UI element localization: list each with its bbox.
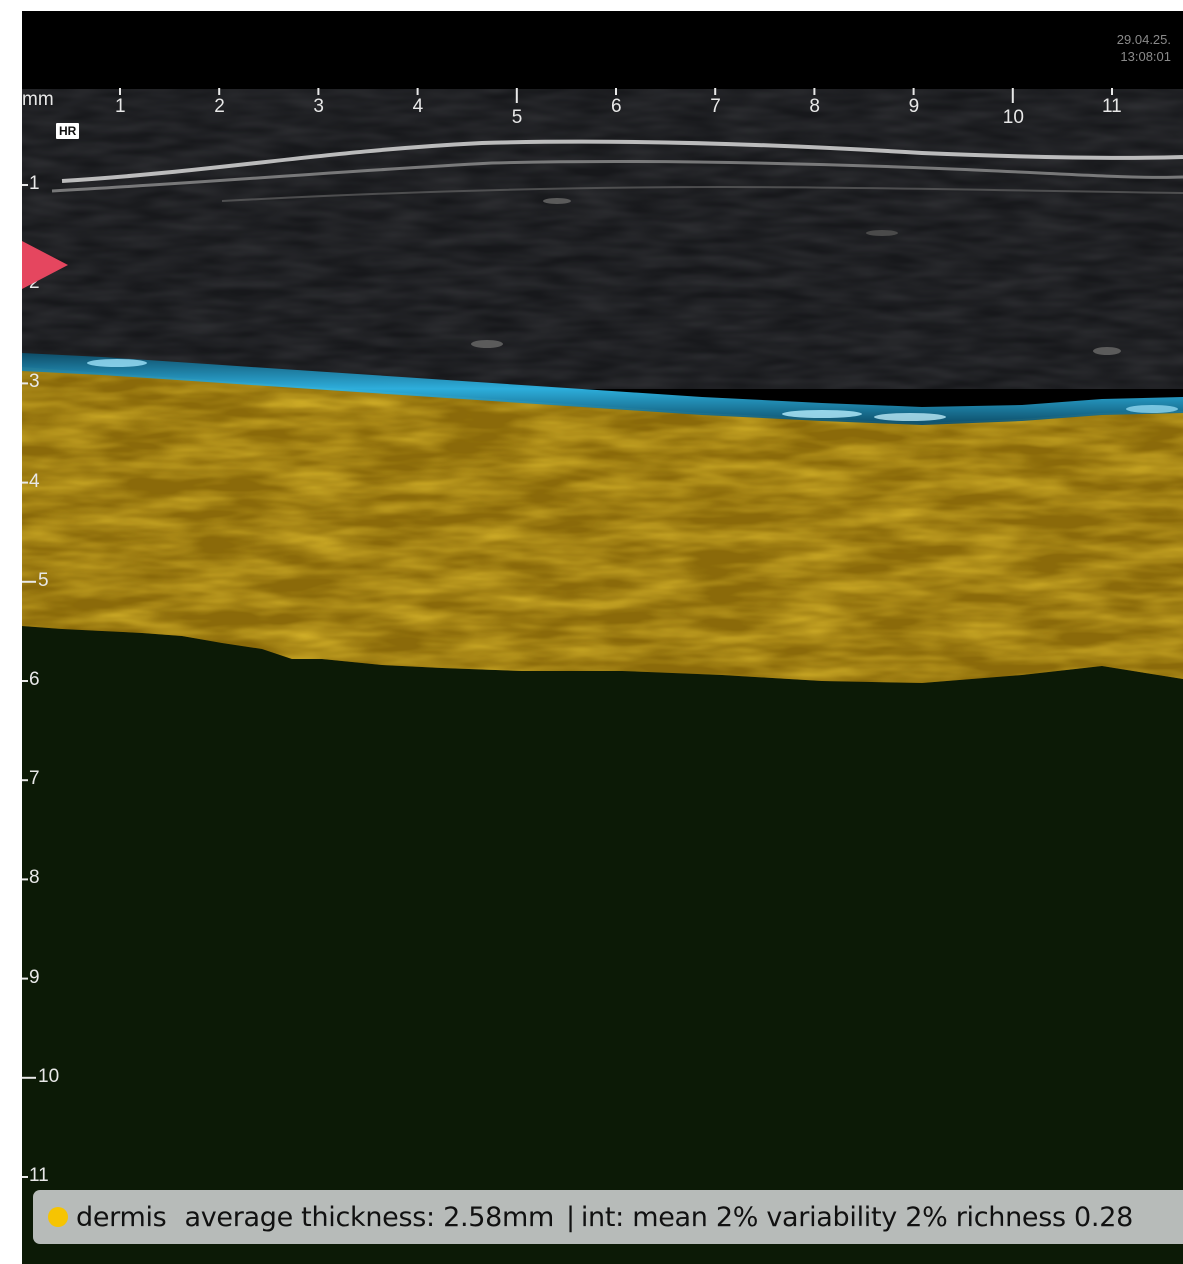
timestamp: 29.04.25. 13:08:01 [1117,31,1171,65]
x-tick-label: 5 [511,107,523,128]
ultrasound-image [22,11,1183,1264]
x-axis-tick-marks [119,88,1113,103]
x-tick-label: 11 [1102,96,1122,117]
x-tick-label: 8 [809,96,820,117]
x-tick-label: 3 [313,96,324,117]
y-tick-label: 7 [29,768,40,790]
y-tick-label: 2 [29,272,40,294]
y-tick-label: 5 [38,569,49,591]
depth-marker-icon[interactable] [22,241,70,289]
separator: | [566,1201,575,1233]
intensity-metrics: int: mean 2% variability 2% richness 0.2… [580,1201,1133,1233]
y-tick-label: 4 [29,470,40,492]
y-tick-label: 1 [29,173,40,194]
x-tick-label: 10 [1002,107,1024,128]
x-tick-label: 4 [412,96,424,117]
hr-badge: HR [56,123,80,139]
y-tick-label: 3 [29,371,40,393]
y-tick-label: 11 [29,1165,49,1186]
y-tick-label: 6 [29,669,40,690]
y-tick-label: 8 [29,867,40,889]
thickness-readout: average thickness: 2.58mm [184,1201,555,1233]
x-tick-label: 9 [908,96,920,117]
unit-label: mm [22,89,54,110]
ultrasound-viewer: 29.04.25. 13:08:01 mm HR 1 2 3 4 5 6 7 8 9 10 11 1… [22,11,1183,1264]
x-tick-label: 6 [611,96,622,117]
dermis-legend-dot [48,1207,68,1227]
y-tick-label: 10 [38,1065,60,1087]
y-tick-label: 9 [29,966,40,988]
x-tick-label: 7 [710,96,721,117]
timestamp-date: 29.04.25. [1116,32,1171,47]
x-tick-label: 1 [115,96,126,117]
layer-name: dermis [76,1201,167,1233]
timestamp-time: 13:08:01 [1120,49,1171,64]
measurement-status-bar: dermis average thickness: 2.58mm | int: … [33,1190,1183,1244]
x-tick-label: 2 [214,96,225,117]
